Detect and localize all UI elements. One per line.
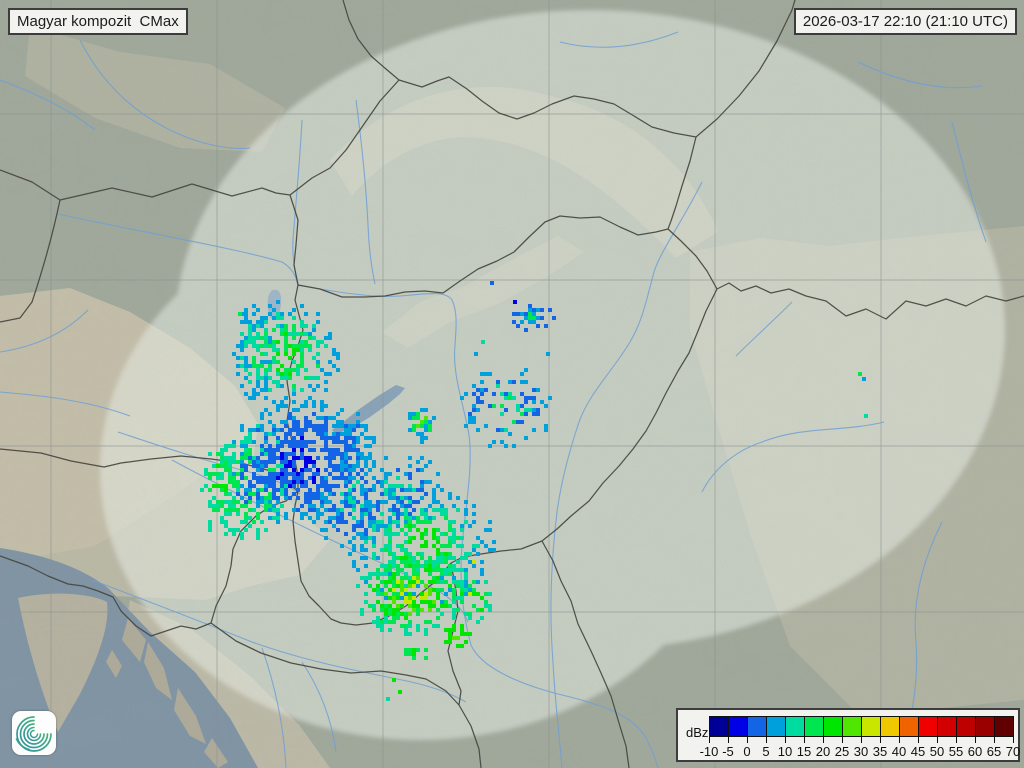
legend-tick	[899, 737, 900, 743]
timestamp-box: 2026-03-17 22:10 (21:10 UTC)	[793, 8, 1017, 35]
legend-tick-label: -10	[699, 744, 719, 759]
hungaromet-logo	[12, 711, 56, 755]
legend-color-cell	[823, 716, 843, 737]
legend-tick-label: 0	[743, 744, 751, 759]
legend-color-cell	[709, 716, 729, 737]
legend-tick-label: 60	[967, 744, 983, 759]
dbz-unit-label: dBz	[686, 725, 709, 740]
legend-color-cell	[994, 716, 1014, 737]
legend-color-cell	[918, 716, 938, 737]
legend-tick-label: 15	[796, 744, 812, 759]
legend-tick	[728, 737, 729, 743]
legend-tick	[842, 737, 843, 743]
legend-color-cell	[766, 716, 786, 737]
legend-tick	[880, 737, 881, 743]
legend-color-cell	[842, 716, 862, 737]
legend-color-cell	[880, 716, 900, 737]
legend-tick-label: 65	[986, 744, 1002, 759]
legend-tick	[785, 737, 786, 743]
legend-tick-label: 30	[853, 744, 869, 759]
legend-color-cell	[728, 716, 748, 737]
legend-tick	[918, 737, 919, 743]
legend-tick-label: 20	[815, 744, 831, 759]
radar-echoes-layer	[200, 281, 868, 701]
legend-tick-label: 50	[929, 744, 945, 759]
legend-tick-label: 70	[1005, 744, 1021, 759]
legend-tick	[804, 737, 805, 743]
legend-color-cell	[937, 716, 957, 737]
legend-tick-label: 45	[910, 744, 926, 759]
legend-tick-label: 35	[872, 744, 888, 759]
legend-tick	[1013, 737, 1014, 743]
legend-tick	[747, 737, 748, 743]
legend-tick-label: 10	[777, 744, 793, 759]
legend-tick	[994, 737, 995, 743]
legend-tick-label: 25	[834, 744, 850, 759]
spiral-logo-icon	[15, 716, 52, 752]
legend-tick	[823, 737, 824, 743]
legend-tick-label: 55	[948, 744, 964, 759]
dbz-legend: dBz -10 -5 0 5 10 15 20 25 30 35 40 45 50 55 60 65 70	[676, 708, 1020, 762]
legend-tick	[975, 737, 976, 743]
legend-tick-label: 5	[762, 744, 770, 759]
legend-color-cell	[861, 716, 881, 737]
legend-tick	[937, 737, 938, 743]
legend-color-cell	[956, 716, 976, 737]
legend-color-cell	[804, 716, 824, 737]
legend-tick	[766, 737, 767, 743]
legend-color-cell	[975, 716, 995, 737]
legend-color-cell	[899, 716, 919, 737]
legend-tick	[709, 737, 710, 743]
legend-tick-label: 40	[891, 744, 907, 759]
legend-tick	[861, 737, 862, 743]
legend-color-cell	[747, 716, 767, 737]
legend-color-cell	[785, 716, 805, 737]
legend-tick-label: -5	[722, 744, 734, 759]
dbz-color-strip	[709, 716, 1014, 737]
product-title-box: Magyar kompozit CMax	[8, 8, 188, 35]
legend-tick	[956, 737, 957, 743]
